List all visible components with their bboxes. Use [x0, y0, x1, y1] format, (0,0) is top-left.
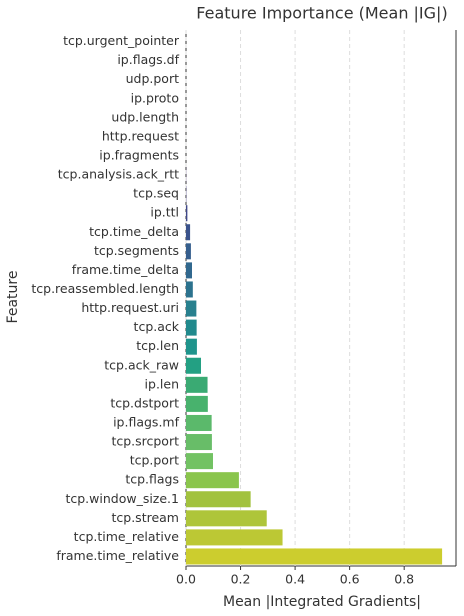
- y-tick-label: http.request.uri: [81, 300, 179, 315]
- y-tick-label: tcp.ack_raw: [104, 357, 179, 372]
- y-tick-label: tcp.seq: [133, 186, 179, 201]
- bar: [186, 319, 197, 336]
- bar: [186, 376, 208, 393]
- x-tick-label: 0.8: [394, 572, 414, 587]
- bar: [186, 262, 192, 279]
- y-tick-label: ip.flags.mf: [113, 414, 180, 429]
- bar: [186, 281, 193, 298]
- y-tick-label: tcp.window_size.1: [65, 491, 179, 506]
- x-tick-label: 0.2: [231, 572, 251, 587]
- chart-title: Feature Importance (Mean |IG|): [196, 4, 447, 23]
- y-tick-label: tcp.urgent_pointer: [63, 33, 180, 48]
- x-tick-label: 0.6: [340, 572, 360, 587]
- y-tick-label: tcp.srcport: [111, 434, 179, 449]
- x-tick-label: 0.4: [285, 572, 305, 587]
- bar: [186, 548, 443, 565]
- y-tick-label: ip.fragments: [99, 147, 179, 162]
- y-tick-label: tcp.analysis.ack_rtt: [58, 167, 179, 182]
- bar: [186, 529, 283, 546]
- y-tick-label: tcp.reassembled.length: [31, 281, 179, 296]
- y-tick-label: tcp.time_relative: [74, 529, 180, 544]
- y-tick-label: ip.len: [145, 376, 179, 391]
- bar: [186, 491, 251, 508]
- y-tick-label: frame.time_relative: [56, 548, 179, 563]
- y-tick-label: ip.ttl: [150, 205, 179, 220]
- y-tick-label: udp.length: [111, 109, 179, 124]
- bar: [186, 510, 267, 527]
- y-tick-label: tcp.dstport: [110, 395, 179, 410]
- bar: [186, 357, 201, 374]
- y-tick-label: tcp.len: [136, 338, 179, 353]
- bar: [186, 395, 208, 412]
- y-tick-label: tcp.ack: [134, 319, 180, 334]
- y-tick-label: http.request: [102, 128, 179, 143]
- y-tick-label: tcp.time_delta: [89, 224, 179, 239]
- bar: [186, 224, 191, 241]
- bar: [186, 434, 212, 451]
- bar: [186, 472, 239, 489]
- y-tick-label: ip.proto: [131, 90, 179, 105]
- bar: [186, 414, 212, 431]
- y-tick-label: tcp.segments: [94, 243, 179, 258]
- bar: [186, 205, 188, 222]
- bar: [186, 453, 213, 470]
- x-tick-label: 0.0: [176, 572, 196, 587]
- y-tick-label: tcp.flags: [125, 472, 179, 487]
- y-tick-label: frame.time_delta: [72, 262, 179, 277]
- bar: [186, 243, 191, 260]
- y-tick-label: tcp.stream: [112, 510, 180, 525]
- x-axis-label: Mean |Integrated Gradients|: [223, 594, 421, 610]
- bar: [186, 338, 197, 355]
- y-tick-label: tcp.port: [130, 453, 179, 468]
- y-axis-label: Feature: [5, 271, 21, 324]
- y-tick-label: udp.port: [126, 71, 179, 86]
- bar: [186, 300, 197, 317]
- y-tick-label: ip.flags.df: [117, 52, 179, 67]
